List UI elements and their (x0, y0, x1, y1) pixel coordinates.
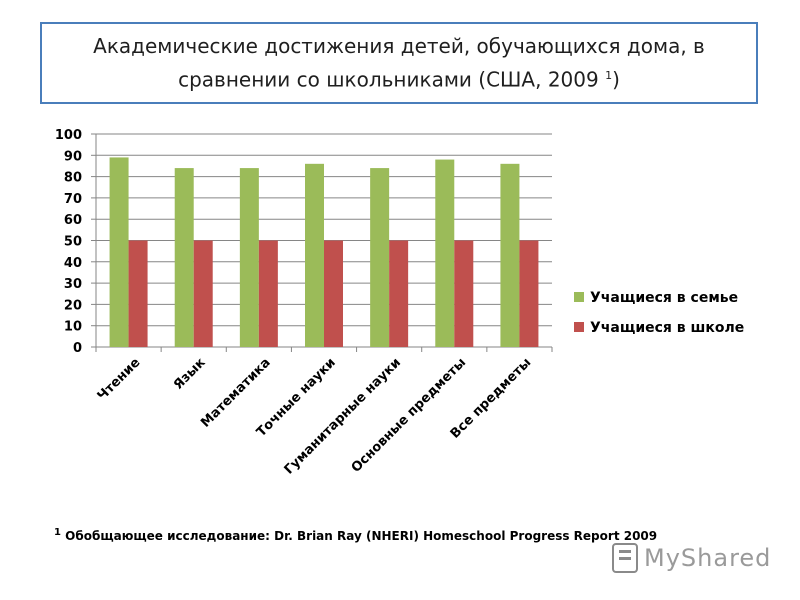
footnote: 1 Обобщающее исследование: Dr. Brian Ray… (54, 527, 657, 543)
title-main: Академические достижения детей, обучающи… (93, 34, 705, 92)
y-tick-label: 50 (64, 235, 82, 250)
x-tick-label: Чтение (95, 355, 144, 404)
bar (519, 240, 539, 347)
bar (435, 159, 455, 347)
y-tick-label: 90 (64, 149, 82, 164)
x-tick-label: Математика (198, 355, 273, 430)
title-close: ) (612, 67, 620, 92)
presentation-icon (612, 543, 638, 573)
footnote-text: Обобщающее исследование: Dr. Brian Ray (… (60, 529, 658, 543)
y-tick-label: 40 (64, 256, 82, 271)
bar (305, 163, 324, 347)
y-tick-label: 70 (64, 192, 82, 207)
slide-title: Академические достижения детей, обучающи… (59, 31, 739, 95)
bar (174, 168, 194, 347)
bar (500, 163, 520, 347)
bar (258, 240, 278, 347)
legend-swatch (574, 322, 584, 332)
y-tick-label: 20 (64, 298, 82, 313)
legend-label: Учащиеся в семье (590, 290, 738, 306)
bar (128, 240, 148, 347)
bar (239, 168, 259, 347)
bar (389, 240, 409, 347)
y-tick-label: 30 (64, 277, 82, 292)
legend-swatch (574, 292, 584, 302)
y-tick-label: 80 (64, 171, 82, 186)
bar (109, 157, 129, 347)
bar (370, 168, 390, 347)
x-tick-label: Гуманитарные науки (282, 355, 404, 477)
y-tick-label: 0 (73, 341, 82, 356)
footnote-marker: 1 (54, 527, 61, 538)
bar (193, 240, 213, 347)
title-box: Академические достижения детей, обучающи… (40, 22, 758, 104)
title-superscript: 1 (605, 69, 613, 83)
legend-label: Учащиеся в школе (590, 320, 744, 336)
bar (324, 240, 343, 347)
y-tick-label: 60 (64, 213, 82, 228)
y-tick-label: 10 (64, 320, 82, 335)
watermark: MyShared (612, 538, 772, 578)
watermark-text: MyShared (644, 544, 772, 572)
bar-chart: 0 10 20 30 40 50 60 70 80 90 100 Чтение ЯзыкМатемати… (55, 128, 744, 478)
x-tick-label: Основные предметы (349, 355, 469, 475)
x-tick-label: Язык (171, 355, 209, 393)
y-tick-label: 100 (55, 128, 82, 143)
bar (454, 240, 474, 347)
